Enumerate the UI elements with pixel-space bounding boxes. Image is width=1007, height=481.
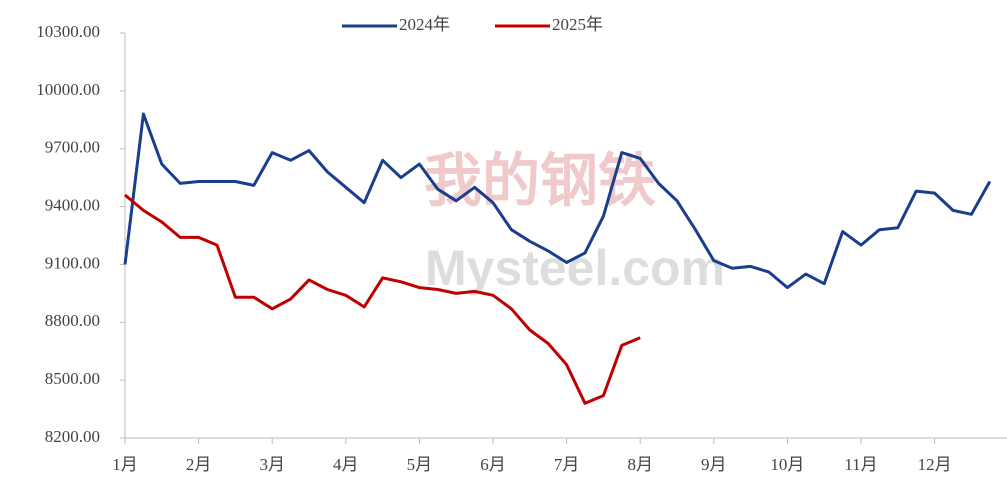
x-tick-label: 8月 xyxy=(627,455,653,474)
y-tick-label: 8200.00 xyxy=(45,427,100,446)
legend-label: 2025年 xyxy=(552,15,603,34)
x-tick-label: 1月 xyxy=(112,455,138,474)
y-tick-label: 9700.00 xyxy=(45,138,100,157)
watermark-en: Mysteel.com xyxy=(425,240,725,296)
x-tick-label: 5月 xyxy=(407,455,433,474)
y-tick-label: 10300.00 xyxy=(36,22,100,41)
x-tick-label: 10月 xyxy=(770,455,804,474)
y-tick-label: 9400.00 xyxy=(45,195,100,214)
y-tick-label: 8500.00 xyxy=(45,369,100,388)
series-line xyxy=(123,112,992,290)
x-tick-label: 7月 xyxy=(554,455,580,474)
x-tick-label: 9月 xyxy=(701,455,727,474)
x-tick-label: 12月 xyxy=(918,455,952,474)
watermark-cn: 我的钢铁 xyxy=(424,148,656,213)
y-tick-label: 8800.00 xyxy=(45,311,100,330)
x-tick-label: 2月 xyxy=(186,455,212,474)
x-tick-label: 3月 xyxy=(259,455,285,474)
y-tick-label: 9100.00 xyxy=(45,253,100,272)
x-tick-label: 11月 xyxy=(844,455,877,474)
series-line xyxy=(124,193,641,405)
legend-label: 2024年 xyxy=(399,15,450,34)
x-tick-label: 4月 xyxy=(333,455,359,474)
watermark: 我的钢铁 Mysteel.com xyxy=(424,148,725,296)
y-tick-label: 10000.00 xyxy=(36,80,100,99)
x-tick-label: 6月 xyxy=(480,455,506,474)
